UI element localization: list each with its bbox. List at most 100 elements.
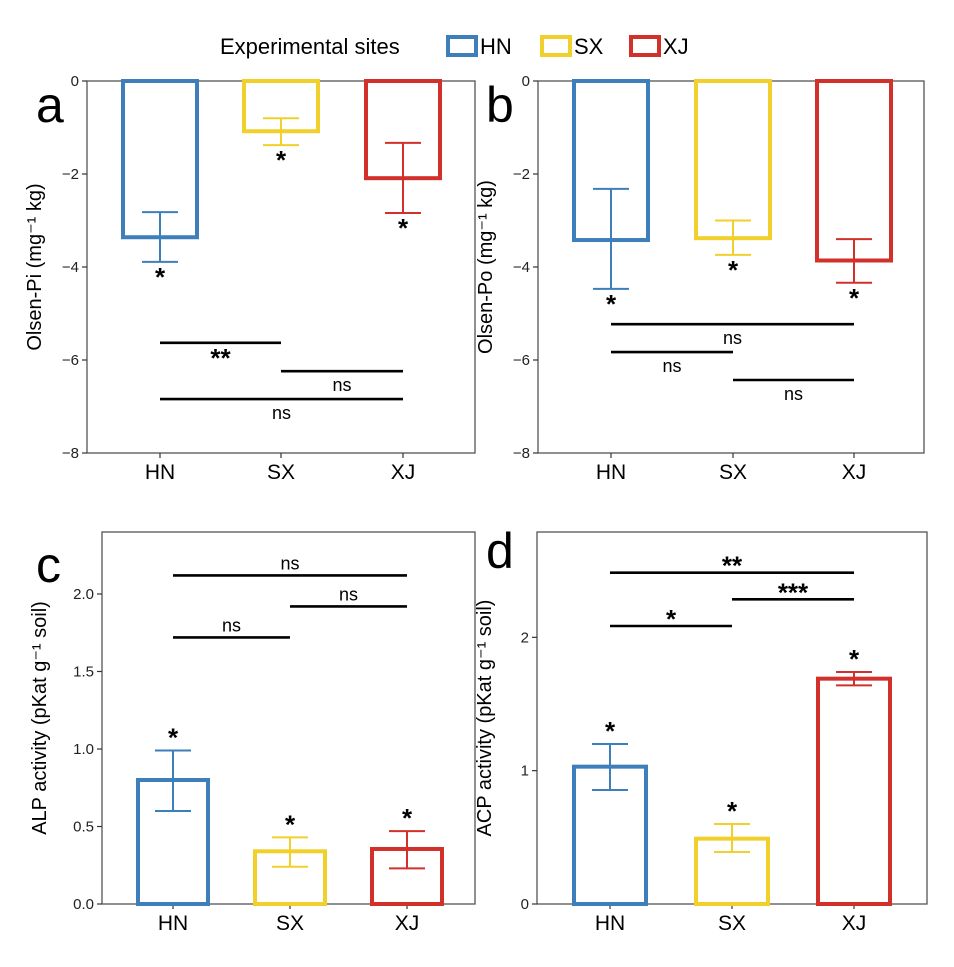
error-bar-hn [593,187,629,290]
panel-c: c 0.0 0.5 1.0 1.5 2.0 ALP activity (pKat g⁻¹ s… [29,531,476,935]
comparison-sx-xj: ns [290,584,407,608]
bar-significance-label: * [155,262,166,292]
x-tick-label: SX [719,461,747,484]
comparison-label: ns [723,328,742,348]
panel-letter: d [486,523,514,579]
legend-swatch-hn [446,35,478,57]
y-tick-label: −2 [513,166,530,183]
comparison-label: ns [222,615,241,635]
comparison-hn-xj: ** [610,551,854,581]
error-bar-hn [155,749,191,812]
comparison-hn-sx: ns [611,350,733,376]
bar-significance-label: * [402,803,413,833]
y-tick-label: −6 [513,352,530,369]
y-tick-label: 1 [521,763,529,780]
error-bar-sx [263,117,299,147]
bar-significance-label: * [285,809,296,839]
legend-swatch-sx [540,35,572,57]
comparison-hn-sx: ** [160,341,281,373]
comparison-label: ** [722,551,743,581]
bar-significance-label: * [276,145,287,175]
bar-significance-label: * [168,723,179,753]
comparison-hn-xj: ns [173,553,407,577]
bar-xj [816,676,892,907]
y-tick-label: −8 [62,445,79,462]
legend-title: Experimental sites [220,34,400,59]
comparison-label: ns [784,384,803,404]
y-tick-label: 0.5 [73,819,94,836]
y-tick-label: −8 [513,445,530,462]
y-tick-label: −6 [62,352,79,369]
legend-label-hn: HN [480,34,512,59]
panel-letter: b [486,77,514,133]
comparison-sx-xj: *** [732,577,854,607]
bar-significance-label: * [398,213,409,243]
y-tick-label: −4 [513,259,530,276]
y-axis-title: ACP activity (pKat g⁻¹ soil) [474,600,496,837]
bar-sx [694,79,772,241]
legend-label-xj: XJ [663,34,689,59]
comparison-label: ** [210,343,231,373]
y-axis-title: Olsen-Po (mg⁻¹ kg) [475,180,497,354]
panel-letter: a [36,77,64,133]
comparison-label: ns [339,584,358,604]
comparison-label: ns [280,553,299,573]
x-tick-label: XJ [842,461,867,484]
y-tick-label: 0 [71,73,79,90]
bar-significance-label: * [605,716,616,746]
x-tick-label: HN [595,912,625,935]
y-tick-label: 1.5 [73,664,94,681]
error-bar-xj [836,671,872,687]
error-bar-sx [715,219,751,256]
comparison-label: ns [272,403,291,423]
legend-label-sx: SX [574,34,604,59]
comparison-label: * [666,604,677,634]
legend-item-xj: XJ [629,34,689,59]
y-tick-label: 2.0 [73,586,94,603]
y-tick-label: 0 [521,896,529,913]
bar-significance-label: * [849,283,860,313]
legend: Experimental sites HN SX XJ [220,34,689,59]
x-tick-label: XJ [842,912,867,935]
comparison-hn-xj: ns [611,322,854,348]
y-axis-title: ALP activity (pKat g⁻¹ soil) [29,601,51,835]
comparison-sx-xj: ns [281,369,403,395]
comparison-label: ns [332,375,351,395]
y-tick-label: 1.0 [73,741,94,758]
legend-item-hn: HN [446,34,512,59]
x-tick-label: SX [267,461,295,484]
bar-xj [815,79,893,263]
error-bar-xj [389,830,425,870]
x-tick-label: SX [718,912,746,935]
error-bar-hn [142,211,178,263]
comparison-sx-xj: ns [733,378,854,404]
x-tick-label: XJ [391,461,416,484]
bar-significance-label: * [727,796,738,826]
panel-b: b 0 −2 −4 −6 −8 Olsen-Po (mg⁻¹ kg) HN * SX * XJ * ns n… [475,73,925,484]
comparison-label: ns [662,356,681,376]
panel-d: d 0 1 2 ACP activity (pKat g⁻¹ soil) HN * SX * XJ… [474,523,928,935]
comparison-hn-sx: * [610,604,732,634]
comparison-hn-sx: ns [173,615,290,639]
y-tick-label: −2 [62,166,79,183]
comparison-hn-xj: ns [160,397,403,423]
y-axis-title: Olsen-Pi (mg⁻¹ kg) [24,183,46,350]
error-bar-sx [714,823,750,853]
error-bar-xj [385,141,421,215]
x-tick-label: XJ [395,912,420,935]
x-tick-label: HN [158,912,188,935]
x-tick-label: SX [276,912,304,935]
legend-item-sx: SX [540,34,604,59]
comparison-label: *** [778,577,809,607]
x-tick-label: HN [596,461,626,484]
error-bar-hn [592,743,628,791]
legend-swatch-xj [629,35,661,57]
bar-significance-label: * [849,644,860,674]
y-tick-label: −4 [62,259,79,276]
y-tick-label: 0.0 [73,896,94,913]
y-tick-label: 0 [522,73,530,90]
error-bar-sx [272,836,308,868]
bar-significance-label: * [606,289,617,319]
